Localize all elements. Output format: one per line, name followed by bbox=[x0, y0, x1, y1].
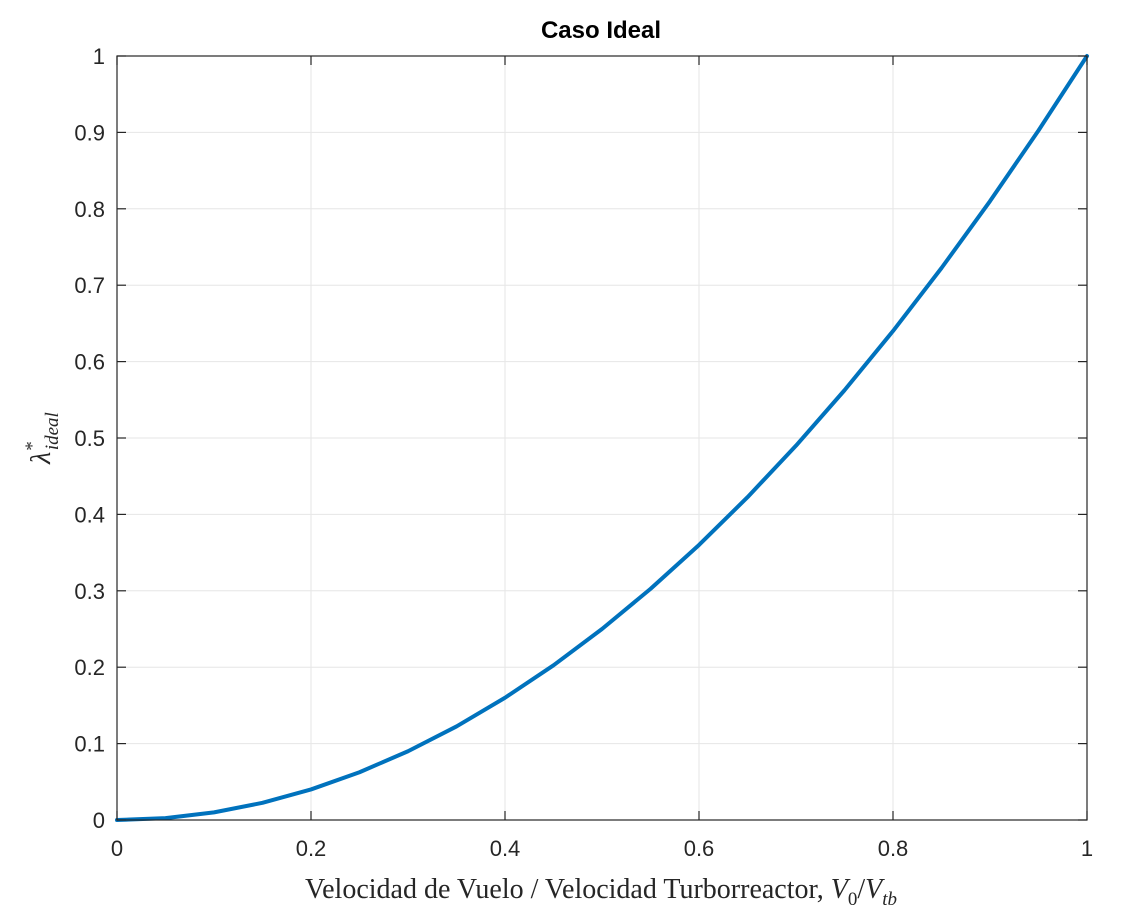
y-tick-label: 0.7 bbox=[74, 273, 105, 298]
y-tick-label: 0.3 bbox=[74, 579, 105, 604]
chart-title: Caso Ideal bbox=[541, 17, 661, 44]
y-axis-label: λ*ideal bbox=[22, 412, 63, 465]
y-tick-label: 0.9 bbox=[74, 120, 105, 145]
x-tick-label: 0.2 bbox=[296, 836, 327, 861]
ticks bbox=[116, 55, 1088, 821]
y-tick-label: 0.6 bbox=[74, 350, 105, 375]
x-tick-label: 0.6 bbox=[684, 836, 715, 861]
x-tick-label: 0.4 bbox=[490, 836, 521, 861]
x-tick-label: 1 bbox=[1081, 836, 1093, 861]
y-tick-labels: 0 0.1 0.2 0.3 0.4 0.5 0.6 0.7 0.8 0.9 1 bbox=[74, 44, 105, 833]
series-layer bbox=[115, 54, 1089, 822]
y-tick-label: 0.1 bbox=[74, 732, 105, 757]
x-tick-label: 0 bbox=[111, 836, 123, 861]
y-tick-label: 0.4 bbox=[74, 502, 105, 527]
y-tick-label: 1 bbox=[93, 44, 105, 69]
x-tick-label: 0.8 bbox=[878, 836, 909, 861]
series-line bbox=[115, 54, 1089, 822]
y-tick-label: 0 bbox=[93, 808, 105, 833]
y-tick-label: 0.5 bbox=[74, 426, 105, 451]
x-axis-label: Velocidad de Vuelo / Velocidad Turborrea… bbox=[305, 874, 897, 910]
x-tick-labels: 0 0.2 0.4 0.6 0.8 1 bbox=[111, 836, 1093, 861]
grid bbox=[116, 55, 1088, 821]
y-tick-label: 0.2 bbox=[74, 655, 105, 680]
y-tick-label: 0.8 bbox=[74, 197, 105, 222]
